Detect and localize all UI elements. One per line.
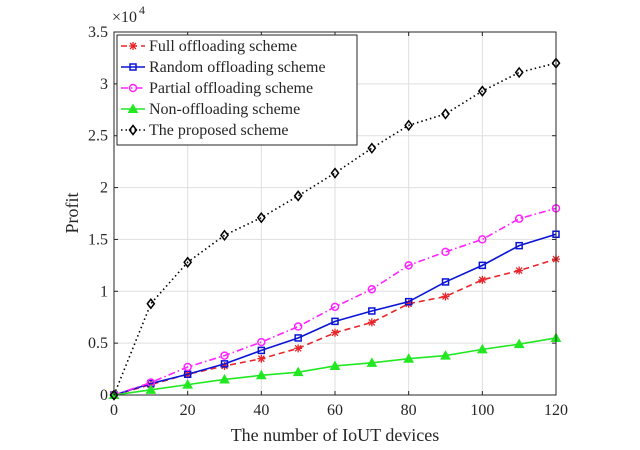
legend-label-random-offloading-scheme: Random offloading scheme bbox=[149, 59, 326, 76]
legend-box bbox=[116, 34, 358, 146]
data-point-the-proposed-scheme bbox=[514, 66, 524, 79]
data-point-random-offloading-scheme bbox=[331, 317, 339, 326]
data-point-full-offloading-scheme bbox=[478, 275, 487, 284]
data-point-full-offloading-scheme bbox=[441, 292, 450, 301]
data-point-the-proposed-scheme bbox=[367, 142, 377, 154]
y-tick-label: 2.5 bbox=[88, 128, 108, 145]
data-point-partial-offloading-scheme bbox=[514, 214, 524, 223]
legend-marker-full-offloading-scheme bbox=[129, 42, 137, 50]
data-point-non-offloading-scheme bbox=[219, 373, 230, 384]
series-line-random-offloading-scheme bbox=[113, 233, 557, 396]
y-tick-label: 2 bbox=[100, 180, 108, 197]
data-point-full-offloading-scheme bbox=[331, 328, 339, 337]
data-point-random-offloading-scheme bbox=[183, 370, 192, 379]
data-point-non-offloading-scheme bbox=[255, 369, 267, 380]
data-point-non-offloading-scheme bbox=[476, 343, 488, 354]
y-tick-label: 1 bbox=[100, 283, 108, 300]
legend-label-partial-offloading-scheme: Partial offloading scheme bbox=[149, 80, 313, 97]
x-axis-label: The number of IoUT devices bbox=[231, 425, 440, 445]
data-point-partial-offloading-scheme bbox=[293, 322, 303, 331]
data-point-the-proposed-scheme bbox=[477, 85, 487, 97]
data-point-full-offloading-scheme bbox=[220, 361, 229, 370]
data-point-full-offloading-scheme bbox=[257, 354, 266, 363]
data-point-partial-offloading-scheme bbox=[257, 337, 266, 347]
series-line-partial-offloading-scheme bbox=[113, 207, 557, 396]
data-point-partial-offloading-scheme bbox=[367, 284, 377, 294]
data-point-non-offloading-scheme bbox=[440, 350, 451, 360]
data-point-full-offloading-scheme bbox=[404, 299, 413, 308]
data-point-full-offloading-scheme bbox=[294, 344, 303, 353]
data-point-the-proposed-scheme bbox=[441, 108, 450, 120]
data-point-partial-offloading-scheme bbox=[404, 261, 413, 270]
x-tick-label: 100 bbox=[470, 402, 494, 419]
data-point-the-proposed-scheme bbox=[404, 119, 414, 132]
data-point-non-offloading-scheme bbox=[403, 353, 415, 363]
legend-marker-non-offloading-scheme bbox=[127, 103, 139, 113]
data-point-full-offloading-scheme bbox=[515, 266, 524, 275]
data-point-non-offloading-scheme bbox=[366, 357, 378, 367]
data-point-partial-offloading-scheme bbox=[183, 362, 192, 372]
axes: 0 20 40 60 80 100 120 0 0.5 1 1.5 2 2.5 3 3.5 bbox=[88, 24, 568, 419]
data-point-partial-offloading-scheme bbox=[478, 235, 487, 244]
legend-marker-the-proposed-scheme bbox=[128, 124, 138, 136]
data-point-non-offloading-scheme bbox=[145, 384, 157, 394]
y-tick-label: 0.5 bbox=[88, 335, 108, 352]
data-point-random-offloading-scheme bbox=[294, 334, 302, 342]
data-point-the-proposed-scheme bbox=[220, 229, 229, 242]
y-multiplier-exponent: 4 bbox=[139, 3, 145, 17]
data-point-the-proposed-scheme bbox=[183, 256, 193, 268]
x-tick-label: 80 bbox=[401, 402, 417, 419]
series-line-the-proposed-scheme bbox=[113, 62, 557, 396]
data-point-random-offloading-scheme bbox=[257, 346, 266, 355]
series-the-proposed-scheme bbox=[109, 57, 561, 401]
data-point-the-proposed-scheme bbox=[293, 190, 303, 202]
y-tick-label: 1.5 bbox=[88, 231, 108, 248]
y-tick-label: 3 bbox=[100, 76, 108, 93]
data-point-the-proposed-scheme bbox=[330, 167, 340, 179]
x-tick-label: 120 bbox=[544, 402, 568, 419]
data-point-random-offloading-scheme bbox=[441, 278, 450, 286]
data-point-partial-offloading-scheme bbox=[220, 351, 229, 360]
legend-marker-random-offloading-scheme bbox=[129, 63, 137, 71]
y-tick-label: 0 bbox=[100, 387, 108, 404]
data-point-full-offloading-scheme bbox=[367, 318, 376, 327]
legend-label-full-offloading-scheme: Full offloading scheme bbox=[149, 38, 297, 55]
series-partial-offloading-scheme bbox=[109, 204, 561, 400]
legend-marker-partial-offloading-scheme bbox=[128, 83, 138, 93]
data-point-random-offloading-scheme bbox=[478, 261, 487, 270]
data-point-partial-offloading-scheme bbox=[330, 302, 340, 312]
data-point-the-proposed-scheme bbox=[256, 211, 266, 224]
data-point-random-offloading-scheme bbox=[220, 360, 229, 368]
data-point-random-offloading-scheme bbox=[404, 297, 413, 306]
data-point-random-offloading-scheme bbox=[515, 241, 523, 250]
data-point-non-offloading-scheme bbox=[182, 379, 194, 389]
series-layer bbox=[108, 57, 562, 401]
legend-label-non-offloading-scheme: Non-offloading scheme bbox=[149, 101, 300, 118]
x-tick-label: 60 bbox=[327, 402, 343, 419]
data-point-non-offloading-scheme bbox=[513, 338, 525, 349]
legend-label-the-proposed-scheme: The proposed scheme bbox=[149, 122, 289, 139]
data-point-partial-offloading-scheme bbox=[441, 247, 450, 257]
y-axis-label: Profit bbox=[62, 192, 82, 233]
x-tick-label: 40 bbox=[253, 402, 269, 419]
x-tick-label: 0 bbox=[110, 402, 118, 419]
y-tick-label: 3.5 bbox=[88, 24, 108, 41]
data-point-non-offloading-scheme bbox=[329, 360, 341, 370]
data-point-non-offloading-scheme bbox=[292, 366, 304, 377]
data-point-the-proposed-scheme bbox=[146, 298, 156, 310]
data-point-random-offloading-scheme bbox=[368, 307, 376, 315]
x-tick-label: 20 bbox=[180, 402, 196, 419]
data-point-the-proposed-scheme bbox=[109, 389, 119, 401]
y-multiplier-label: ×10 bbox=[112, 9, 137, 26]
legend: Full offloading scheme Random offloading … bbox=[116, 34, 358, 146]
